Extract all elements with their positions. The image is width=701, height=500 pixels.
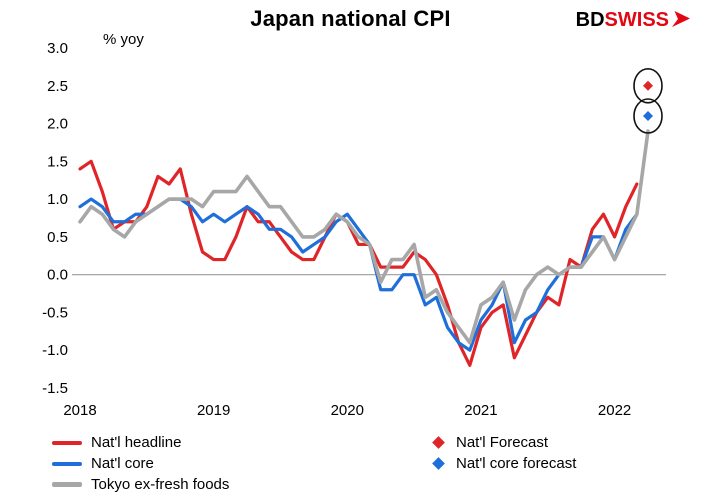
cpi-chart: 3.0 2.5 2.0 1.5 1.0 0.5 0.0 -0.5 -1.0 -1.5 2018 201… xyxy=(42,31,666,419)
natl-core-line-swatch xyxy=(52,461,82,466)
chart-title: Japan national CPI xyxy=(250,6,451,31)
natl-headline-line-swatch xyxy=(52,440,82,445)
legend-label-natl-headline: Nat'l headline xyxy=(91,434,182,451)
forecast-highlight-circle xyxy=(633,67,663,104)
tokyo-line-swatch xyxy=(52,482,82,487)
legend-item-natl-core: Nat'l core xyxy=(52,453,430,474)
legend-label-tokyo: Tokyo ex-fresh foods xyxy=(91,476,230,493)
legend-item-tokyo-ex-fresh-foods: Tokyo ex-fresh foods xyxy=(52,474,430,495)
y-axis-unit-label: % yoy xyxy=(103,31,144,48)
x-tick-label: 2021 xyxy=(464,402,497,419)
forecast-diamond-marker xyxy=(643,80,653,91)
x-tick-label: 2018 xyxy=(63,402,96,419)
bdswiss-logo: BDSWISS xyxy=(576,9,691,32)
series-line xyxy=(78,129,650,345)
x-tick-label: 2019 xyxy=(197,402,230,419)
logo-arrow-icon xyxy=(672,11,690,27)
y-tick-label: 1.0 xyxy=(47,191,68,208)
legend-label-natl-forecast: Nat'l Forecast xyxy=(456,434,549,451)
legend-item-natl-forecast: Nat'l Forecast xyxy=(430,432,576,453)
y-tick-label: 2.0 xyxy=(47,116,68,133)
x-tick-label: 2020 xyxy=(331,402,364,419)
legend: Nat'l headline Nat'l core Tokyo ex-fresh… xyxy=(0,432,701,495)
legend-item-natl-core-forecast: Nat'l core forecast xyxy=(430,453,576,474)
y-tick-label: 3.0 xyxy=(47,40,68,57)
series-line xyxy=(78,159,639,367)
legend-item-natl-headline: Nat'l headline xyxy=(52,432,430,453)
natl-core-forecast-diamond-swatch xyxy=(432,457,445,470)
y-tick-label: 2.5 xyxy=(47,78,68,95)
logo-arrow-shape xyxy=(672,11,690,27)
legend-label-natl-core-forecast: Nat'l core forecast xyxy=(456,455,577,472)
y-tick-label: -1.5 xyxy=(42,380,68,397)
y-tick-label: 0.0 xyxy=(47,267,68,284)
y-tick-label: 0.5 xyxy=(47,229,68,246)
logo-bd-text: BD xyxy=(575,9,605,31)
chart-header: Japan national CPI xyxy=(0,6,701,32)
legend-series-column: Nat'l headline Nat'l core Tokyo ex-fresh… xyxy=(52,432,430,495)
y-tick-label: -0.5 xyxy=(42,304,68,321)
legend-label-natl-core: Nat'l core xyxy=(91,455,154,472)
forecast-diamond-marker xyxy=(643,111,653,121)
legend-forecast-column: Nat'l Forecast Nat'l core forecast xyxy=(430,432,576,495)
x-tick-label: 2022 xyxy=(598,402,631,419)
natl-forecast-diamond-swatch xyxy=(432,436,445,449)
forecast-highlight-circle xyxy=(633,98,663,134)
logo-swiss-text: SWISS xyxy=(604,9,669,31)
y-tick-label: 1.5 xyxy=(47,153,68,170)
y-tick-label: -1.0 xyxy=(42,342,68,359)
